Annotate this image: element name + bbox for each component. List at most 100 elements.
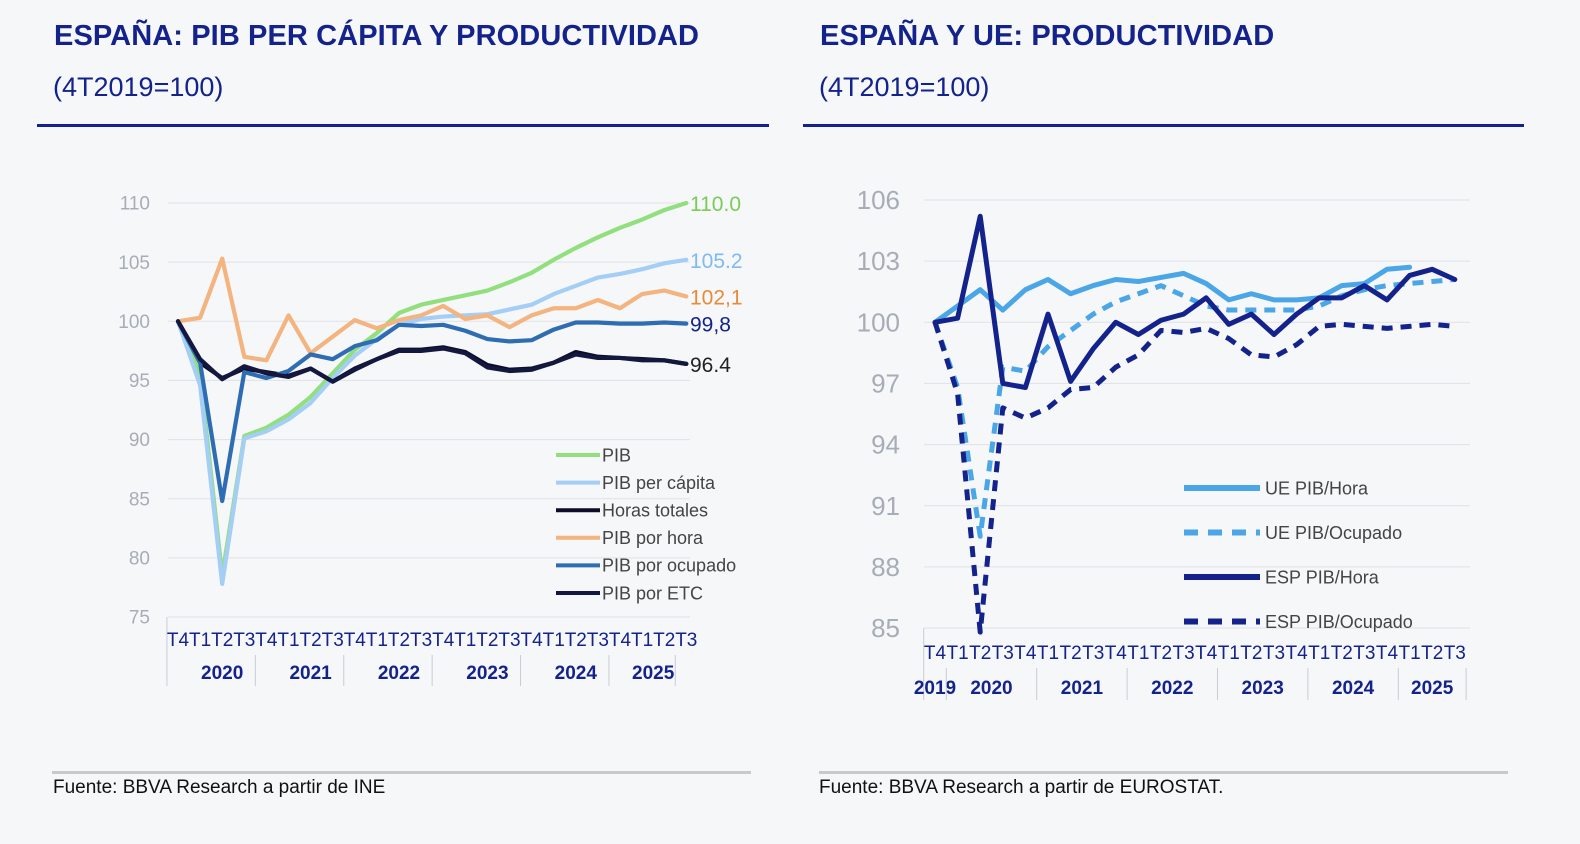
x-year-label: 2025: [1411, 678, 1454, 699]
left-chart-title: ESPAÑA: PIB PER CÁPITA Y PRODUCTIVIDAD: [54, 20, 700, 52]
series-line-pib-por-etc: [175, 319, 689, 384]
x-year-label: 2024: [1332, 678, 1375, 699]
right-title-rule: [803, 124, 1524, 127]
x-tick-label: T3: [1263, 643, 1285, 664]
x-tick-label: T2: [1150, 643, 1172, 664]
legend-label: PIB por ETC: [602, 583, 703, 603]
end-value-label: 110.0: [690, 193, 741, 216]
x-tick-label: T3: [1444, 643, 1466, 664]
x-tick-label: T4: [1376, 643, 1399, 664]
x-tick-label: T1: [1308, 643, 1330, 664]
x-tick-label: T2: [653, 630, 675, 651]
x-tick-label: T4: [344, 630, 367, 651]
series-line-esp-pib-hora: [932, 213, 1458, 390]
x-tick-label: T1: [366, 630, 388, 651]
series-line-pib-por-ocupado: [175, 319, 689, 504]
x-tick-label: T3: [992, 643, 1014, 664]
y-tick-label: 85: [871, 613, 900, 643]
right-chart-title: ESPAÑA Y UE: PRODUCTIVIDAD: [820, 20, 1275, 52]
x-tick-label: T2: [969, 643, 991, 664]
x-year-label: 2023: [1242, 678, 1284, 699]
x-tick-label: T3: [1082, 643, 1104, 664]
left-source-note: Fuente: BBVA Research a partir de INE: [53, 777, 386, 798]
right-source-rule: [819, 771, 1508, 774]
end-value-label: 102,1: [690, 286, 743, 309]
x-tick-label: T2: [300, 630, 322, 651]
legend-label: ESP PIB/Ocupado: [1265, 612, 1413, 632]
series-line-ue-pib-ocupado: [932, 277, 1456, 539]
left-chart-subtitle: (4T2019=100): [53, 72, 224, 102]
x-year-label: 2022: [378, 663, 420, 684]
x-tick-label: T2: [1240, 643, 1262, 664]
y-tick-label: 100: [118, 312, 150, 333]
x-year-label: 2022: [1151, 678, 1193, 699]
x-tick-label: T1: [189, 630, 211, 651]
end-value-label: 99,8: [690, 314, 731, 337]
x-tick-label: T3: [410, 630, 432, 651]
x-tick-label: T4: [521, 630, 544, 651]
left-title-rule: [37, 124, 769, 127]
x-tick-label: T2: [1421, 643, 1443, 664]
x-year-label: 2020: [970, 678, 1012, 699]
y-tick-label: 91: [871, 491, 900, 521]
y-tick-label: 103: [857, 246, 900, 276]
x-tick-label: T3: [587, 630, 609, 651]
y-tick-label: 97: [871, 369, 900, 399]
x-tick-label: T4: [1014, 643, 1037, 664]
legend-label: PIB: [602, 445, 631, 465]
series-line-esp-pib-ocupado: [932, 321, 1456, 635]
legend-label: UE PIB/Hora: [1265, 478, 1369, 498]
legend-label: ESP PIB/Hora: [1265, 567, 1380, 587]
y-tick-label: 95: [129, 371, 150, 392]
series-line-pib: [175, 200, 689, 578]
left-chart-panel: ESPAÑA: PIB PER CÁPITA Y PRODUCTIVIDAD (…: [37, 20, 769, 798]
x-tick-label: T4: [1195, 643, 1218, 664]
x-tick-label: T3: [233, 630, 255, 651]
x-tick-label: T4: [924, 643, 947, 664]
x-tick-label: T1: [1399, 643, 1421, 664]
x-year-label: 2024: [555, 663, 598, 684]
x-tick-label: T2: [476, 630, 498, 651]
x-tick-label: T1: [1037, 643, 1059, 664]
legend-label: PIB por hora: [602, 528, 704, 548]
x-tick-label: T2: [1331, 643, 1353, 664]
y-tick-label: 75: [129, 608, 150, 629]
x-year-label: 2019: [914, 678, 956, 699]
x-year-label: 2020: [201, 663, 243, 684]
x-year-label: 2025: [632, 663, 675, 684]
x-tick-label: T1: [1127, 643, 1149, 664]
x-tick-label: T3: [675, 630, 697, 651]
end-value-label: 105.2: [690, 250, 743, 273]
x-tick-label: T3: [1353, 643, 1375, 664]
legend-label: UE PIB/Ocupado: [1265, 523, 1402, 543]
right-chart-panel: ESPAÑA Y UE: PRODUCTIVIDAD (4T2019=100) …: [790, 0, 1580, 844]
x-tick-label: T3: [498, 630, 520, 651]
x-tick-label: T1: [454, 630, 476, 651]
y-tick-label: 100: [857, 307, 900, 337]
x-year-label: 2023: [466, 663, 508, 684]
x-tick-label: T1: [1218, 643, 1240, 664]
legend-label: Horas totales: [602, 501, 708, 521]
x-tick-label: T2: [1060, 643, 1082, 664]
x-tick-label: T1: [947, 643, 969, 664]
y-tick-label: 106: [857, 185, 900, 215]
x-year-label: 2021: [289, 663, 332, 684]
right-source-note: Fuente: BBVA Research a partir de EUROST…: [819, 777, 1224, 798]
end-value-label: 96.4: [690, 354, 731, 377]
y-tick-label: 94: [871, 430, 900, 460]
right-chart-subtitle: (4T2019=100): [819, 72, 990, 102]
x-tick-label: T1: [543, 630, 565, 651]
x-year-label: 2021: [1061, 678, 1104, 699]
x-tick-label: T1: [631, 630, 653, 651]
y-tick-label: 105: [118, 253, 150, 274]
legend-label: PIB per cápita: [602, 473, 716, 493]
x-tick-label: T4: [1105, 643, 1128, 664]
y-tick-label: 110: [120, 194, 150, 215]
x-tick-label: T4: [432, 630, 455, 651]
y-tick-label: 90: [129, 430, 150, 451]
x-tick-label: T3: [1173, 643, 1195, 664]
legend-label: PIB por ocupado: [602, 556, 736, 576]
x-tick-label: T4: [1286, 643, 1309, 664]
